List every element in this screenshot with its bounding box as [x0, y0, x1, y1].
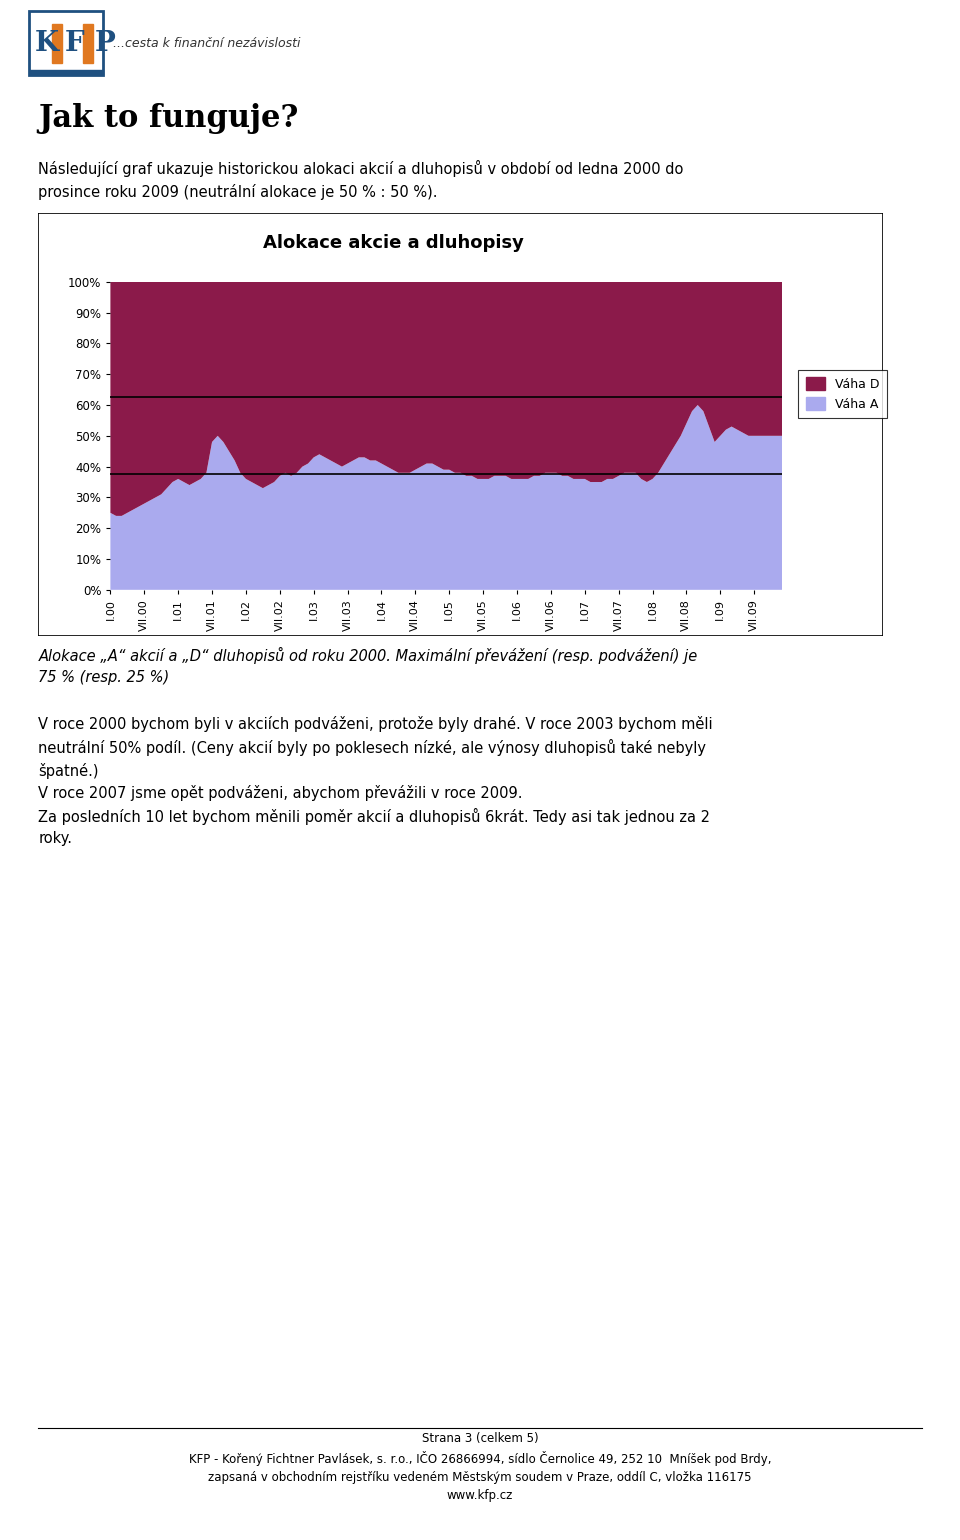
Text: Následující graf ukazuje historickou alokaci akcií a dluhopisů v období od ledna: Následující graf ukazuje historickou alo…	[38, 160, 684, 200]
Text: ...cesta k finanční nezávislosti: ...cesta k finanční nezávislosti	[113, 37, 300, 49]
Text: Jak to funguje?: Jak to funguje?	[38, 103, 299, 134]
Text: Alokace akcie a dluhopisy: Alokace akcie a dluhopisy	[263, 234, 523, 251]
Bar	[29, 71, 104, 75]
FancyBboxPatch shape	[29, 11, 104, 75]
Bar	[52, 23, 62, 63]
Text: Strana 3 (celkem 5)
KFP - Kořený Fichtner Pavlásek, s. r.o., IČO 26866994, sídlo: Strana 3 (celkem 5) KFP - Kořený Fichtne…	[189, 1432, 771, 1502]
Legend: Váha D, Váha A: Váha D, Váha A	[799, 370, 886, 419]
Text: Alokace „A“ akcií a „D“ dluhopisů od roku 2000. Maximální převážení (resp. podvá: Alokace „A“ akcií a „D“ dluhopisů od rok…	[38, 647, 698, 685]
Bar	[83, 23, 93, 63]
Text: F: F	[64, 29, 84, 57]
Text: V roce 2000 bychom byli v akciích podváženi, protože byly drahé. V roce 2003 byc: V roce 2000 bychom byli v akciích podváž…	[38, 716, 713, 845]
Text: K: K	[35, 29, 59, 57]
Text: P: P	[95, 29, 116, 57]
